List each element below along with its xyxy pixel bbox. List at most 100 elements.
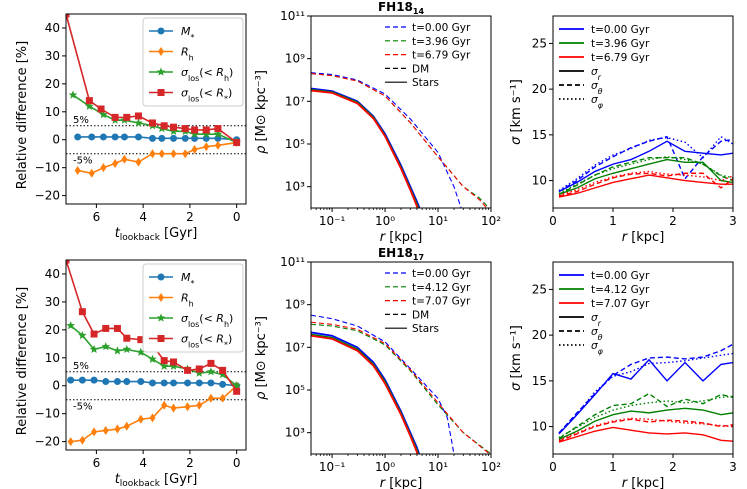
y-tick-label: 10³	[285, 180, 305, 194]
data-point	[156, 313, 166, 322]
y-tick-label: 20	[532, 328, 547, 342]
legend-label: t=0.00 Gyr	[412, 22, 471, 34]
x-tick-label: 10²	[481, 460, 501, 474]
legend-label: t=0.00 Gyr	[412, 268, 471, 280]
data-point	[170, 149, 177, 159]
plot-area	[66, 260, 246, 447]
legend-label: t=4.12 Gyr	[591, 284, 650, 296]
data-point	[196, 400, 203, 410]
series-line-Stars-t-7-07-Gyr	[311, 334, 419, 454]
data-point	[137, 414, 144, 424]
data-point	[203, 142, 210, 152]
data-point	[218, 370, 227, 379]
data-point	[182, 149, 189, 159]
data-point	[113, 346, 122, 355]
data-point	[90, 330, 98, 338]
y-tick-label: 25	[532, 36, 547, 50]
data-point	[149, 413, 156, 423]
y-tick-label: 0	[52, 133, 60, 147]
legend-box	[142, 263, 244, 353]
data-point	[85, 101, 94, 110]
y-tick-label: −10	[35, 161, 60, 175]
series-line-DM-t-0-00-Gyr	[311, 72, 462, 208]
plot-frame	[552, 15, 734, 209]
plot-area	[66, 14, 246, 178]
data-point	[169, 126, 178, 135]
data-point	[148, 354, 157, 363]
chart-title: FH1814	[378, 0, 425, 16]
legend-label: σθ	[591, 80, 603, 96]
x-axis-label: r [kpc]	[622, 476, 665, 489]
legend-label: σlos(< R*)	[181, 333, 232, 350]
data-point	[195, 379, 203, 387]
data-point	[184, 402, 191, 412]
x-tick-label: 10⁰	[375, 214, 395, 228]
legend-label: σlos(< Rh)	[181, 312, 233, 329]
y-axis-label: σ [km s⁻¹]	[509, 79, 524, 145]
data-point	[158, 47, 164, 56]
legend-label: σφ	[591, 94, 604, 110]
plot-area	[311, 314, 491, 454]
data-point	[79, 435, 86, 445]
data-point	[156, 67, 166, 76]
data-point	[97, 105, 105, 113]
x-tick-label: 2	[186, 456, 194, 470]
series-R_h	[74, 138, 240, 178]
data-point	[112, 158, 119, 168]
data-point	[191, 126, 199, 134]
data-point	[123, 421, 130, 431]
plot-frame	[65, 13, 247, 205]
data-point	[161, 400, 168, 410]
data-point	[207, 393, 214, 403]
data-point	[67, 376, 75, 384]
data-point	[137, 378, 145, 386]
data-point	[190, 129, 199, 138]
chart-title: EH1817	[378, 246, 424, 262]
series-line--t-0-00	[558, 135, 733, 192]
data-point	[157, 273, 165, 281]
series-σ_los(<R_h)	[68, 90, 241, 147]
legend-label: σlos(< R*)	[181, 87, 232, 104]
legend-label: σθ	[591, 326, 603, 342]
x-axis-label: r [kpc]	[380, 230, 423, 245]
x-tick-label: 4	[139, 210, 147, 224]
legend-label: DM	[412, 309, 429, 321]
panel-density-dp1: 10⁻¹ 10⁰ 10¹ 10² 10³ 10⁵ 10⁷ 10⁹ 10¹¹ FH1814 r [kp…	[254, 0, 501, 245]
legend-label: t=7.07 Gyr	[591, 298, 650, 310]
legend-label: t=6.79 Gyr	[591, 52, 650, 64]
y-tick-label: 15	[532, 374, 547, 388]
data-point	[207, 379, 215, 387]
plot-frame	[65, 259, 247, 451]
data-point	[201, 129, 211, 138]
legend: M* Rh σlos(< Rh) σlos(< R*)	[142, 263, 244, 353]
data-point	[122, 344, 132, 354]
y-tick-label: 10	[532, 420, 547, 434]
data-point	[157, 89, 165, 96]
data-point	[184, 379, 192, 387]
x-tick-label: 3	[729, 214, 737, 228]
series-line--t-6-79	[558, 172, 733, 197]
x-axis-label: r [kpc]	[622, 230, 665, 245]
legend-label: t=7.07 Gyr	[412, 296, 471, 308]
y-tick-label: 10³	[285, 426, 305, 440]
data-point	[157, 335, 165, 342]
series-line--r-t-4-12	[558, 407, 733, 441]
data-point	[123, 378, 131, 386]
data-point	[169, 361, 178, 370]
x-tick-label: 10⁰	[375, 460, 395, 474]
y-tick-label: 40	[45, 267, 60, 281]
x-tick-label: 10¹	[428, 214, 448, 228]
legend-label: Rh	[181, 46, 194, 63]
data-point	[121, 154, 128, 164]
data-point	[160, 357, 168, 365]
legend-label: t=4.12 Gyr	[412, 282, 471, 294]
series-R_h	[67, 381, 240, 447]
data-point	[68, 90, 78, 99]
data-point	[158, 149, 165, 159]
y-tick-label: 10¹¹	[280, 255, 305, 269]
data-point	[170, 403, 177, 413]
x-tick-label: 1	[609, 460, 617, 474]
